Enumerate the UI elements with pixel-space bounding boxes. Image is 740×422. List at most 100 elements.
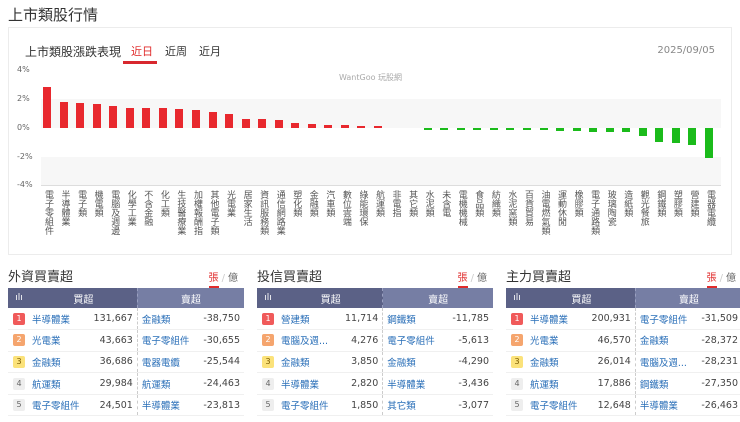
- chart-bar[interactable]: [291, 122, 300, 128]
- sell-sector-link[interactable]: 電腦及週...: [634, 351, 696, 374]
- unit-toggle: 張 / 億: [706, 269, 736, 288]
- sell-value: -28,231: [695, 351, 740, 374]
- buy-value: 36,686: [86, 351, 138, 374]
- buy-sector-link[interactable]: 半導體業: [279, 372, 338, 395]
- chart-bar[interactable]: [655, 128, 664, 142]
- chart-bar[interactable]: [423, 128, 432, 130]
- sell-sector-link[interactable]: 其它類: [382, 394, 445, 417]
- sell-sector-link[interactable]: 航運類: [136, 372, 198, 395]
- buy-sector-link[interactable]: 電子零組件: [30, 394, 87, 417]
- buy-sector-link[interactable]: 航運類: [30, 372, 87, 395]
- tab-week[interactable]: 近周: [165, 45, 187, 58]
- sell-sector-link[interactable]: 電器電纜: [136, 351, 198, 374]
- buy-sector-link[interactable]: 營建類: [279, 308, 338, 331]
- chart-bar[interactable]: [76, 103, 85, 128]
- x-tick-label: 通信網路業: [274, 190, 285, 235]
- chart-bar[interactable]: [324, 124, 333, 128]
- chart-bar[interactable]: [43, 87, 51, 128]
- buy-header: 買超: [30, 288, 138, 308]
- chart-bar[interactable]: [688, 128, 697, 146]
- sell-sector-link[interactable]: 金融類: [634, 329, 696, 352]
- chart-bar[interactable]: [109, 106, 118, 128]
- chart-bar[interactable]: [456, 128, 465, 130]
- sell-sector-link[interactable]: 金融類: [382, 351, 445, 374]
- chart-bar[interactable]: [357, 125, 366, 128]
- bar-chart-icon[interactable]: ılı: [506, 288, 528, 308]
- sell-sector-link[interactable]: 電子零組件: [382, 329, 445, 352]
- sell-sector-link[interactable]: 半導體業: [634, 394, 696, 417]
- buy-sell-table: ılı 買超 賣超 1 半導體業 200,931 電子零組件 -31,509 2 光電業 46…: [506, 288, 740, 417]
- chart-bar[interactable]: [671, 128, 680, 143]
- chart-bar[interactable]: [638, 128, 647, 136]
- chart-bar[interactable]: [92, 104, 101, 128]
- buy-sector-link[interactable]: 光電業: [30, 329, 87, 352]
- x-tick-label: 電腦及週邊: [109, 190, 120, 235]
- tab-today[interactable]: 近日: [131, 45, 153, 58]
- x-tick-label: 塑化類: [291, 190, 302, 217]
- rank-badge: 4: [262, 377, 274, 390]
- chart-bar[interactable]: [522, 128, 531, 130]
- chart-bar[interactable]: [274, 120, 283, 128]
- sell-sector-link[interactable]: 半導體業: [382, 372, 445, 395]
- chart-bar[interactable]: [572, 128, 581, 132]
- rank-badge: 1: [262, 312, 274, 325]
- buy-sector-link[interactable]: 航運類: [528, 372, 585, 395]
- chart-bar[interactable]: [705, 128, 713, 159]
- chart-bar[interactable]: [622, 128, 631, 133]
- chart-bar[interactable]: [489, 128, 498, 130]
- buy-sector-link[interactable]: 金融類: [528, 351, 585, 374]
- chart-bar[interactable]: [556, 128, 565, 131]
- panel-title: 主力買賣超: [506, 270, 572, 285]
- unit-shares-button[interactable]: 張: [706, 273, 717, 288]
- chart-bar[interactable]: [307, 123, 316, 128]
- chart-bar[interactable]: [158, 108, 167, 128]
- chart-bar[interactable]: [241, 118, 250, 128]
- buy-sector-link[interactable]: 電子零組件: [528, 394, 585, 417]
- chart-bar[interactable]: [258, 119, 267, 128]
- chart-bar[interactable]: [440, 128, 449, 130]
- x-tick-label: 其他電子類: [208, 190, 219, 235]
- chart-bar[interactable]: [539, 128, 548, 130]
- unit-shares-button[interactable]: 張: [457, 273, 468, 288]
- buy-sector-link[interactable]: 半導體業: [528, 308, 585, 331]
- buy-sector-link[interactable]: 光電業: [528, 329, 585, 352]
- unit-billion-button[interactable]: 億: [228, 273, 238, 284]
- chart-bar[interactable]: [605, 128, 614, 133]
- chart-bar[interactable]: [59, 101, 68, 128]
- chart-bar[interactable]: [340, 125, 349, 128]
- chart-bar[interactable]: [125, 107, 134, 128]
- unit-billion-button[interactable]: 億: [477, 273, 487, 284]
- unit-billion-button[interactable]: 億: [726, 273, 736, 284]
- buy-value: 24,501: [86, 394, 138, 417]
- buy-sector-link[interactable]: 電子零組件: [279, 394, 338, 417]
- tab-month[interactable]: 近月: [199, 45, 221, 58]
- sell-sector-link[interactable]: 電子零組件: [136, 329, 198, 352]
- chart-bar[interactable]: [142, 108, 151, 128]
- chart-bar[interactable]: [473, 128, 482, 130]
- sell-sector-link[interactable]: 鋼鐵類: [382, 308, 445, 331]
- rank-cell: 3: [8, 351, 30, 374]
- chart-bar[interactable]: [191, 109, 200, 128]
- chart-bar[interactable]: [589, 128, 598, 132]
- chart-bar[interactable]: [208, 112, 217, 128]
- unit-shares-button[interactable]: 張: [208, 273, 219, 288]
- buy-sector-link[interactable]: 金融類: [279, 351, 338, 374]
- chart-bar[interactable]: [374, 125, 382, 128]
- chart-bar[interactable]: [225, 114, 234, 128]
- y-tick: -4%: [17, 180, 33, 189]
- sell-sector-link[interactable]: 電子零組件: [634, 308, 696, 331]
- x-tick-label: 未含電: [440, 190, 451, 217]
- buy-sector-link[interactable]: 電腦及週...: [279, 329, 338, 352]
- chart-bar[interactable]: [506, 128, 515, 130]
- rank-badge: 3: [13, 355, 25, 368]
- sell-sector-link[interactable]: 鋼鐵類: [634, 372, 696, 395]
- buy-sector-link[interactable]: 半導體業: [30, 308, 87, 331]
- sell-sector-link[interactable]: 半導體業: [136, 394, 198, 417]
- buy-sector-link[interactable]: 金融類: [30, 351, 87, 374]
- bar-chart-icon[interactable]: ılı: [257, 288, 279, 308]
- chart-bar[interactable]: [175, 109, 184, 128]
- sell-value: -26,463: [695, 394, 740, 417]
- x-tick-label: 金融類: [307, 190, 318, 217]
- bar-chart-icon[interactable]: ılı: [8, 288, 30, 308]
- sell-sector-link[interactable]: 金融類: [136, 308, 198, 331]
